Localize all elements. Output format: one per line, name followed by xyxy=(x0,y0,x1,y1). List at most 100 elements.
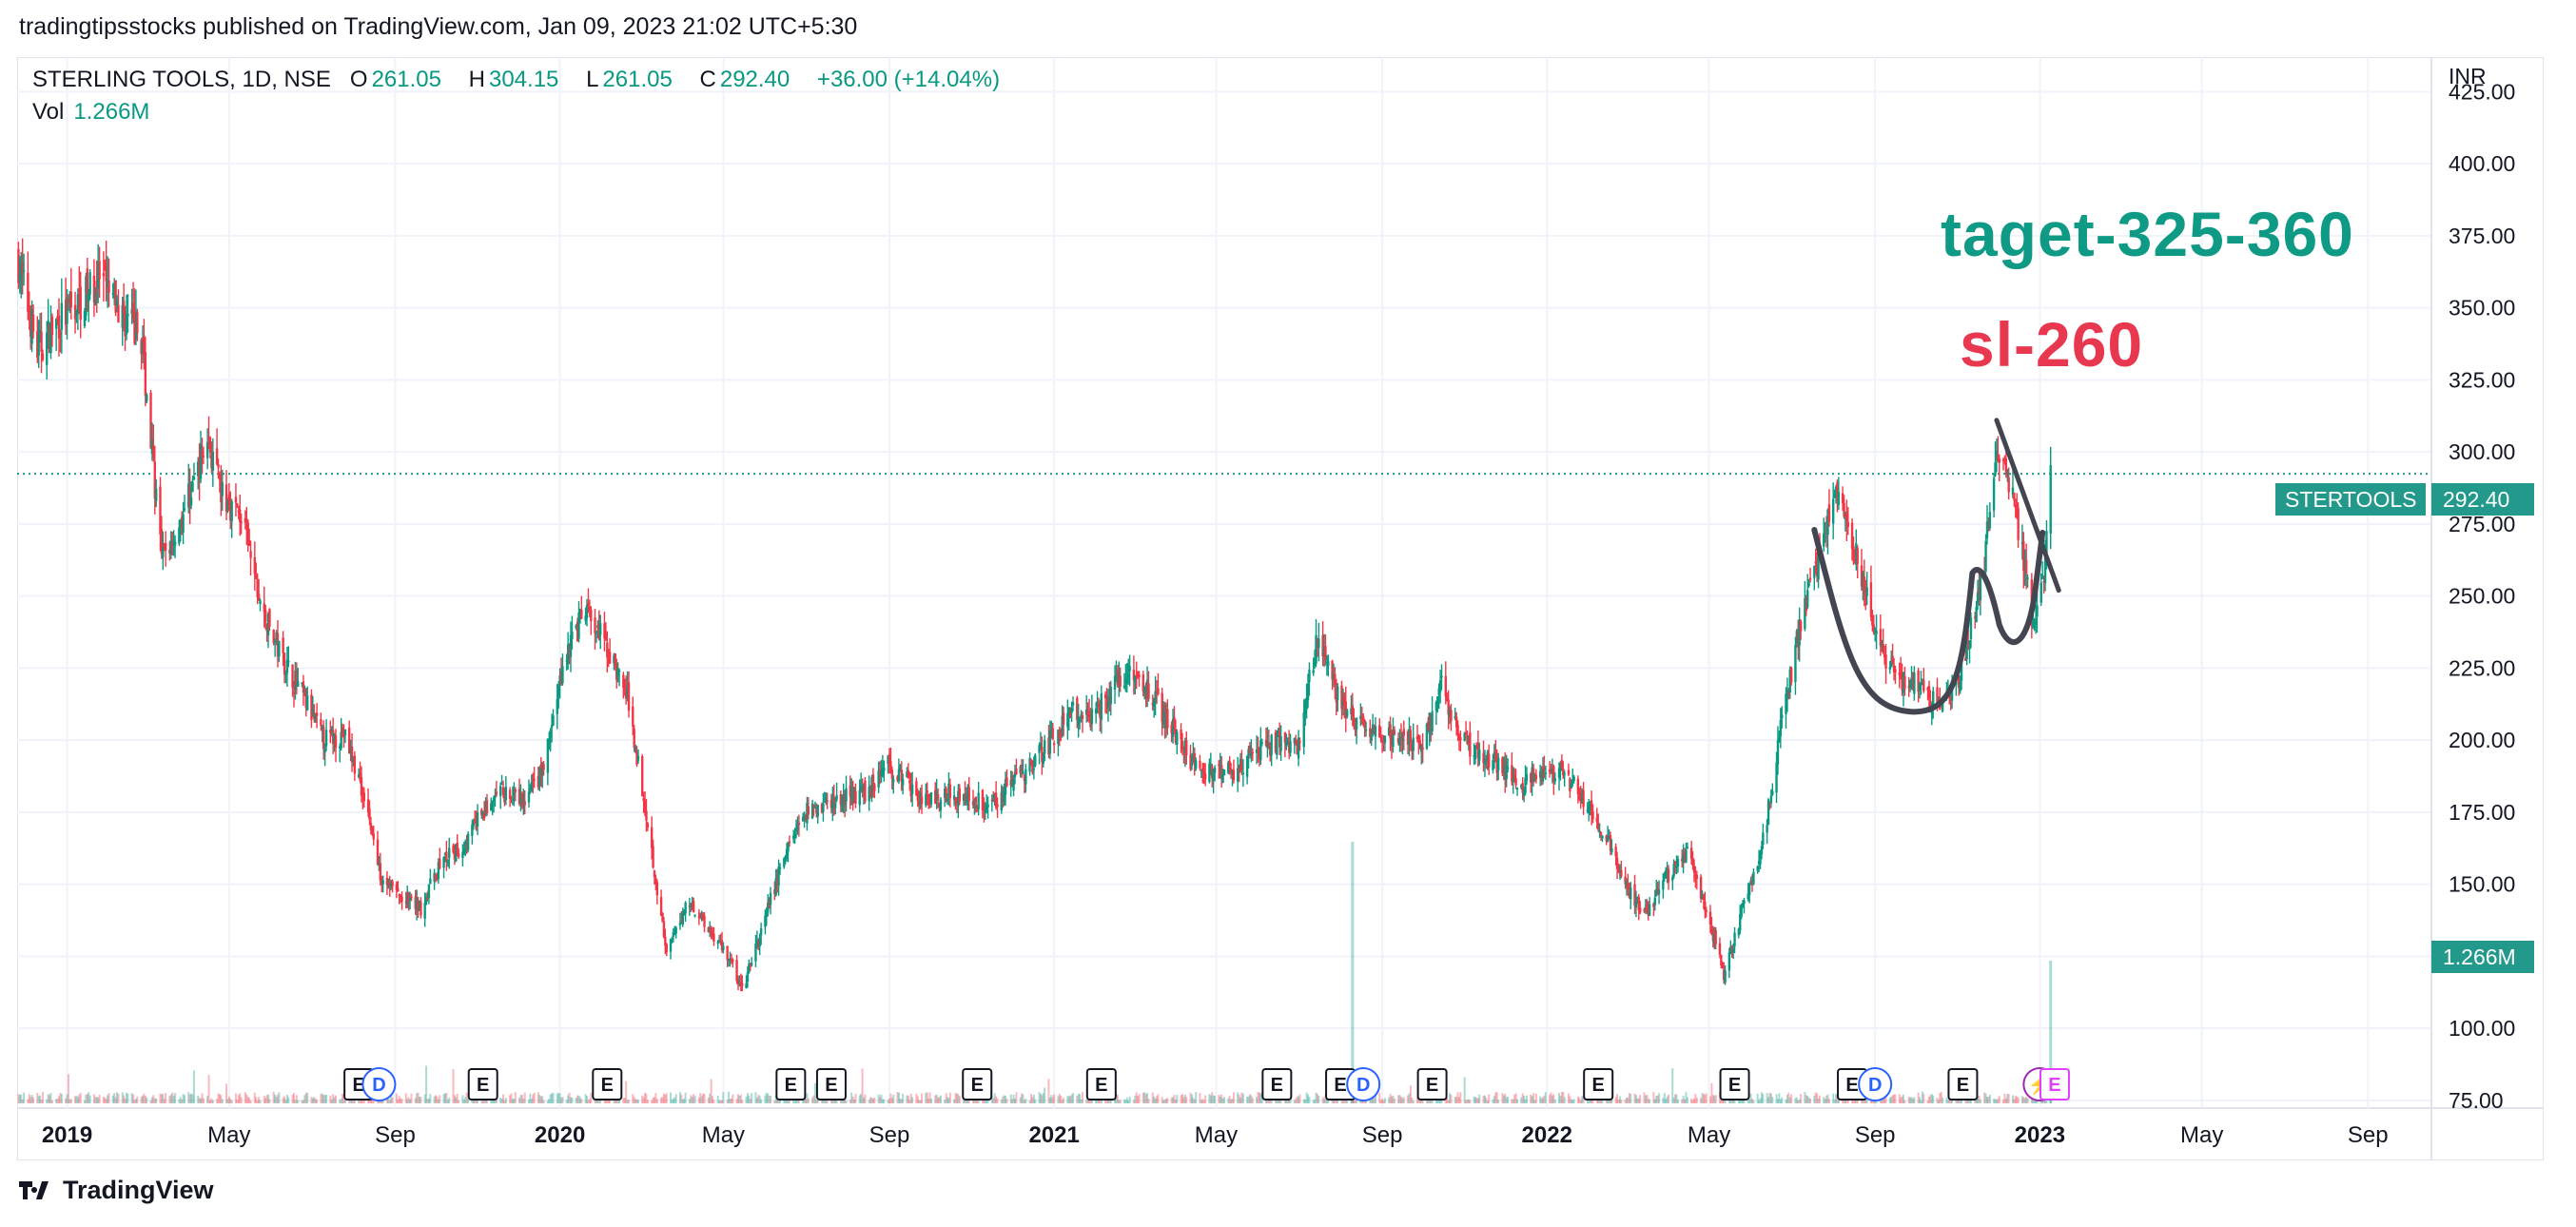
volume-bar xyxy=(406,1099,409,1103)
candle-body xyxy=(843,794,847,806)
candle-body xyxy=(1743,900,1746,905)
volume-bar xyxy=(1161,1097,1163,1103)
candle-body xyxy=(455,844,458,862)
tradingview-logo[interactable]: TradingView xyxy=(19,1176,214,1205)
candle-body xyxy=(31,314,35,332)
candle-body xyxy=(1345,710,1349,717)
candle-body xyxy=(546,738,550,773)
volume-bar xyxy=(1681,1099,1684,1103)
volume-bar xyxy=(1030,1094,1033,1103)
volume-bar xyxy=(1199,1093,1201,1103)
candle-body xyxy=(890,769,894,779)
volume-bar xyxy=(340,1098,342,1103)
candle-body xyxy=(1297,737,1300,759)
candle-body xyxy=(1119,675,1122,687)
volume-bar xyxy=(1798,1099,1801,1103)
candle-body xyxy=(1380,738,1384,743)
candle-body xyxy=(1637,897,1640,911)
candle-body xyxy=(1701,894,1704,898)
volume-bar xyxy=(1021,1093,1024,1103)
candle-body xyxy=(655,882,659,896)
candle-body xyxy=(1865,587,1868,596)
candle-body xyxy=(1505,765,1508,780)
candle-body xyxy=(708,927,712,932)
x-tick-label: Sep xyxy=(869,1122,910,1148)
volume-bar xyxy=(1672,1097,1675,1103)
candle-body xyxy=(810,803,814,819)
candle-body xyxy=(352,757,355,760)
volume-bar xyxy=(548,1099,551,1103)
candle-body xyxy=(1911,672,1915,691)
candle-body xyxy=(227,494,231,509)
volume-bar xyxy=(1270,1100,1273,1103)
volume-bar xyxy=(1005,1099,1008,1103)
volume-bar xyxy=(28,1094,30,1103)
earnings-marker xyxy=(775,1068,807,1100)
candle-body xyxy=(833,802,837,808)
candle-body xyxy=(678,922,682,925)
volume-bar xyxy=(1567,1093,1570,1103)
volume-bar xyxy=(858,1095,861,1103)
candle-body xyxy=(398,894,400,897)
volume-bar xyxy=(146,1097,148,1103)
candle-body xyxy=(1109,686,1112,705)
candle-body xyxy=(155,488,158,501)
volume-bar xyxy=(1146,1093,1149,1103)
volume-spike xyxy=(2049,961,2053,1103)
volume-bar xyxy=(229,1099,232,1103)
candle-body xyxy=(868,787,870,802)
volume-bar xyxy=(693,1096,696,1103)
candle-body xyxy=(948,784,952,799)
candle-body xyxy=(127,313,129,317)
candle-body xyxy=(1125,678,1128,684)
volume-bar xyxy=(1135,1092,1138,1103)
candle-body xyxy=(171,543,174,546)
candle-body xyxy=(759,928,763,936)
candle-body xyxy=(283,652,286,675)
volume-bar xyxy=(1766,1093,1768,1103)
candle-body xyxy=(1070,708,1073,713)
candle-body xyxy=(1315,634,1317,664)
candle-body xyxy=(1180,730,1182,740)
volume-bar xyxy=(285,1094,288,1103)
candle-body xyxy=(650,827,654,848)
volume-bar xyxy=(1237,1092,1239,1103)
candle-body xyxy=(758,937,761,947)
volume-bar xyxy=(802,1100,805,1103)
candle-body xyxy=(159,486,162,535)
volume-bar xyxy=(472,1099,475,1103)
candle-body xyxy=(1502,762,1506,773)
candle-body xyxy=(1164,711,1168,730)
volume-bar xyxy=(1804,1092,1806,1103)
volume-bar xyxy=(577,1095,580,1103)
volume-bar xyxy=(732,1094,734,1103)
candle-body xyxy=(253,556,257,575)
candle-body xyxy=(1428,712,1431,734)
volume-bar xyxy=(568,1092,571,1103)
candle-body xyxy=(1094,708,1098,714)
candle-body xyxy=(1525,773,1529,781)
volume-bar xyxy=(464,1097,467,1103)
candle-body xyxy=(1664,870,1668,879)
volume-bar xyxy=(1997,1099,2000,1103)
candle-body xyxy=(140,340,143,355)
candle-body xyxy=(1845,513,1848,521)
volume-bar xyxy=(1060,1096,1063,1103)
candle-body xyxy=(21,262,24,274)
volume-bar xyxy=(1228,1095,1231,1103)
volume-bar xyxy=(1483,1095,1486,1103)
target-annotation[interactable]: taget-325-360 xyxy=(1941,199,2354,269)
volume-bar xyxy=(1227,1098,1230,1103)
volume-bar xyxy=(1637,1098,1640,1103)
candle-body xyxy=(341,727,344,737)
candle-body xyxy=(1907,686,1910,689)
earnings-marker xyxy=(1583,1068,1614,1100)
candle-body xyxy=(1039,743,1043,748)
volume-bar xyxy=(1485,1098,1488,1103)
candle-body xyxy=(519,794,522,804)
chart-frame[interactable] xyxy=(17,57,2544,1160)
candle-body xyxy=(777,867,780,886)
volume-bar xyxy=(1122,1099,1125,1103)
stop-loss-annotation[interactable]: sl-260 xyxy=(1960,309,2144,380)
